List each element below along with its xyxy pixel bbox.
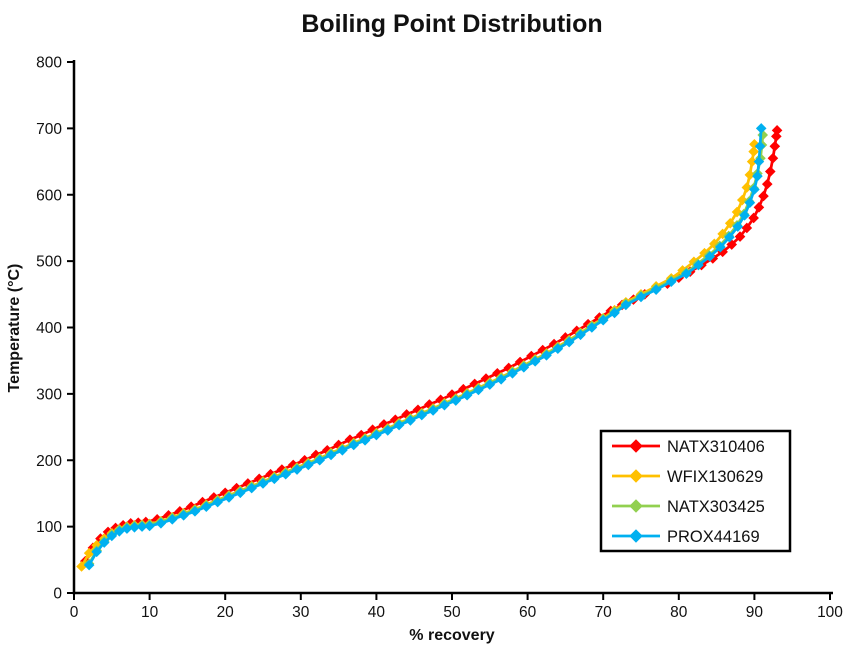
y-tick-label: 600 — [36, 187, 62, 204]
y-tick-label: 0 — [53, 586, 62, 603]
y-tick-label: 700 — [36, 121, 62, 138]
x-tick-label: 70 — [595, 604, 613, 621]
x-axis-title: % recovery — [409, 627, 495, 644]
y-tick-label: 400 — [36, 320, 62, 337]
y-tick-label: 500 — [36, 254, 62, 271]
legend-marker-icon — [629, 499, 643, 513]
legend-label: NATX303425 — [667, 498, 765, 516]
legend-marker-icon — [629, 469, 643, 483]
x-tick-label: 0 — [70, 604, 79, 621]
x-tick-label: 90 — [746, 604, 764, 621]
x-tick-label: 40 — [368, 604, 386, 621]
x-tick-label: 50 — [443, 604, 461, 621]
y-tick-label: 800 — [36, 55, 62, 72]
series-markers — [83, 123, 767, 571]
y-tick-label: 100 — [36, 519, 62, 536]
legend-marker-icon — [629, 439, 643, 453]
x-tick-label: 20 — [217, 604, 235, 621]
y-tick-label: 300 — [36, 386, 62, 403]
x-tick-label: 30 — [292, 604, 310, 621]
legend-item-PROX44169: PROX44169 — [612, 528, 760, 546]
legend-item-WFIX130629: WFIX130629 — [612, 468, 763, 486]
legend-item-NATX303425: NATX303425 — [612, 498, 765, 516]
legend-label: WFIX130629 — [667, 468, 763, 486]
series-PROX44169 — [83, 123, 767, 571]
x-tick-label: 80 — [670, 604, 688, 621]
legend: NATX310406 WFIX130629 NATX303425 PROX44169 — [599, 429, 792, 553]
legend-marker-icon — [629, 529, 643, 543]
legend-label: NATX310406 — [667, 438, 765, 456]
tick-marks-and-labels: 0 10 20 30 40 50 60 70 80 90 100 0 100 200 300 400 500 60… — [36, 55, 843, 622]
x-tick-label: 100 — [817, 604, 843, 621]
legend-box — [599, 429, 792, 553]
legend-item-NATX310406: NATX310406 — [612, 438, 765, 456]
y-tick-label: 200 — [36, 453, 62, 470]
chart-title: Boiling Point Distribution — [301, 10, 603, 38]
legend-label: PROX44169 — [667, 528, 760, 546]
x-tick-label: 10 — [141, 604, 159, 621]
x-tick-label: 60 — [519, 604, 537, 621]
